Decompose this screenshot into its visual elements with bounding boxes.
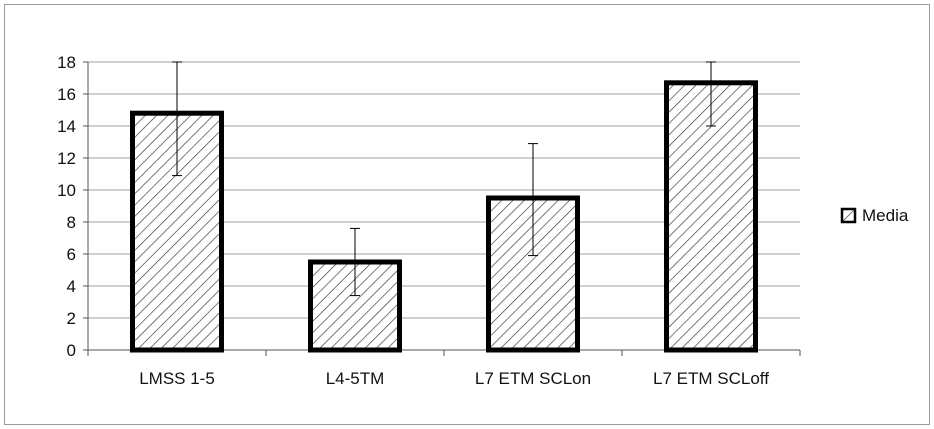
y-tick-label: 0 <box>67 341 76 360</box>
bar <box>664 80 758 353</box>
error-bars <box>172 61 716 297</box>
y-tick-label: 10 <box>57 181 76 200</box>
legend-label: Media <box>862 206 909 225</box>
x-category-label: L7 ETM SCLon <box>475 369 591 388</box>
chart-frame <box>4 4 930 425</box>
y-tick-label: 4 <box>67 277 76 296</box>
bars <box>130 80 758 353</box>
y-tick-label: 18 <box>57 53 76 72</box>
labels: 0 2 4 6 8 10 12 14 16 18 LMSS 1-5 L4-5TM L7 ETM SCLo… <box>57 53 769 388</box>
y-tick-label: 8 <box>67 213 76 232</box>
y-tick-label: 6 <box>67 245 76 264</box>
y-tick-label: 14 <box>57 117 76 136</box>
x-category-label: L7 ETM SCLoff <box>653 369 769 388</box>
x-category-label: L4-5TM <box>326 369 385 388</box>
y-tick-label: 2 <box>67 309 76 328</box>
legend: Media <box>840 206 909 225</box>
y-tick-label: 16 <box>57 85 76 104</box>
x-category-label: LMSS 1-5 <box>139 369 215 388</box>
y-tick-label: 12 <box>57 149 76 168</box>
legend-swatch <box>840 207 857 224</box>
